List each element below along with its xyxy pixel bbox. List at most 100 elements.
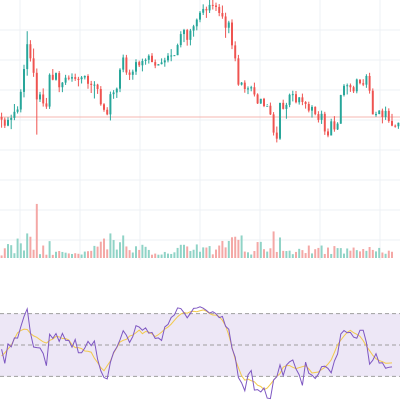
candle [330, 118, 333, 136]
volume-bar [176, 247, 179, 258]
candles [0, 0, 400, 143]
volume-bar [7, 244, 9, 258]
volume-bar [307, 245, 310, 258]
candle [26, 31, 29, 76]
candle [173, 55, 176, 57]
volume-bar [109, 233, 112, 258]
candle-body [231, 22, 233, 46]
candle [215, 2, 217, 11]
candle [224, 12, 227, 38]
candle-body [77, 78, 80, 80]
candle [99, 86, 102, 106]
volume-bar [0, 255, 3, 258]
candle-body [103, 104, 105, 110]
candle-body [362, 83, 365, 85]
candle-body [339, 95, 342, 124]
volume-bar [263, 249, 265, 258]
candle [10, 114, 13, 130]
candle [202, 4, 205, 16]
candle [112, 90, 115, 99]
candle-body [0, 117, 3, 120]
candle [55, 72, 57, 81]
volume-bar [291, 254, 294, 258]
volume-bar [151, 254, 153, 258]
volume-bar [173, 252, 176, 258]
candle-body [291, 94, 294, 96]
volume-bar [304, 253, 307, 258]
candle-body [227, 22, 230, 28]
candle [285, 102, 288, 119]
candle [301, 93, 304, 106]
candle [192, 24, 195, 37]
candle [234, 41, 237, 62]
volume-bar [343, 253, 345, 258]
candle [7, 117, 9, 127]
candle-body [160, 62, 163, 65]
volume-bar [29, 236, 32, 258]
candle-body [151, 55, 153, 63]
candle [339, 94, 342, 124]
volume-bar [202, 247, 205, 258]
candle-body [10, 117, 13, 120]
volume-bar [208, 246, 211, 258]
candle [295, 91, 297, 104]
candle-body [45, 103, 48, 107]
candle [227, 20, 230, 34]
candle-body [26, 44, 29, 70]
candle-body [87, 75, 89, 84]
volume-bar [10, 245, 13, 258]
candle-body [368, 75, 371, 91]
candle-body [208, 4, 211, 11]
candle [279, 102, 281, 140]
candle [346, 83, 349, 95]
candle-body [135, 62, 137, 72]
candle [141, 58, 144, 72]
candle [320, 110, 323, 124]
candle-body [355, 79, 358, 92]
volume-bar [247, 252, 249, 258]
volume-bar [237, 239, 240, 258]
candle [71, 73, 73, 82]
volume-bar [93, 245, 96, 258]
candle-body [74, 77, 77, 79]
candle-body [247, 88, 249, 90]
candle [13, 104, 16, 121]
volume-bar [227, 240, 230, 258]
candle [0, 112, 3, 128]
candle-body [327, 131, 329, 136]
candle [253, 82, 256, 97]
candle [291, 90, 294, 102]
volume-bar [154, 253, 157, 258]
volume-bar [167, 253, 169, 258]
volume-bar [375, 251, 377, 258]
candle [167, 53, 169, 63]
volume-bar [349, 250, 352, 258]
candle [61, 82, 64, 93]
candle-body [147, 55, 150, 60]
volume-bar [371, 249, 374, 258]
candle-body [195, 19, 198, 27]
candle [119, 68, 121, 93]
candle [298, 97, 301, 105]
candle-body [109, 94, 112, 115]
candle-body [61, 82, 64, 88]
candle-body [167, 55, 169, 61]
candle-body [301, 97, 304, 102]
candle-body [90, 83, 93, 85]
volume-bar [259, 241, 262, 258]
volume-bar [163, 251, 166, 258]
volume-bar [122, 235, 125, 258]
candle-body [170, 55, 173, 57]
volume-bar [170, 253, 173, 258]
volume-bar [128, 250, 131, 258]
candle [317, 111, 320, 123]
candle-body [128, 72, 131, 75]
candle [231, 19, 233, 50]
candle [394, 124, 397, 128]
volume-bar [135, 246, 137, 258]
volume-bar [83, 251, 86, 258]
candle-body [285, 104, 288, 109]
volume-bar [51, 254, 54, 258]
candle-body [125, 57, 128, 73]
